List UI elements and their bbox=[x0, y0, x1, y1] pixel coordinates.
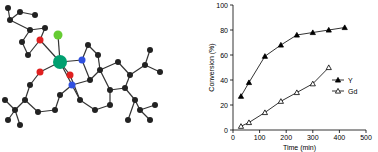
atom bbox=[137, 107, 143, 113]
x-tick-label: 400 bbox=[334, 134, 346, 141]
y-tick bbox=[230, 5, 233, 6]
legend-marker bbox=[335, 77, 340, 82]
point bbox=[294, 90, 299, 95]
atom bbox=[7, 17, 13, 23]
figure: 0 20 40 60 80 100 0 100 200 300 400 500 Time (min) Co… bbox=[0, 0, 378, 152]
point bbox=[326, 27, 331, 32]
point bbox=[310, 30, 315, 35]
x-tick bbox=[366, 130, 367, 133]
point bbox=[262, 54, 267, 59]
point bbox=[238, 124, 243, 129]
atom bbox=[147, 47, 153, 53]
x-tick bbox=[259, 130, 260, 133]
atom bbox=[107, 102, 113, 108]
x-tick bbox=[233, 130, 234, 133]
y-tick bbox=[230, 105, 233, 106]
bond bbox=[10, 20, 30, 30]
atom bbox=[85, 42, 91, 48]
x-tick-label: 200 bbox=[280, 134, 292, 141]
atom bbox=[35, 109, 41, 115]
atom bbox=[27, 82, 33, 88]
atom bbox=[125, 117, 131, 123]
atom bbox=[12, 107, 18, 113]
x-tick-label: 300 bbox=[307, 134, 319, 141]
y-tick-label: 20 bbox=[220, 102, 228, 109]
atom bbox=[5, 117, 11, 123]
atom bbox=[152, 102, 158, 108]
point bbox=[262, 110, 267, 115]
point bbox=[246, 80, 251, 85]
atom bbox=[67, 72, 74, 79]
x-tick-label: 100 bbox=[254, 134, 266, 141]
x-tick-label: 500 bbox=[360, 134, 372, 141]
atom bbox=[147, 117, 153, 123]
atom bbox=[107, 87, 113, 93]
x-axis-label: Time (min) bbox=[283, 144, 316, 152]
atom bbox=[52, 107, 58, 113]
y-tick bbox=[230, 80, 233, 81]
atom bbox=[37, 37, 44, 44]
legend-label: Gd bbox=[348, 88, 357, 95]
x-tick bbox=[339, 130, 340, 133]
series-line bbox=[241, 28, 345, 97]
plot-marks bbox=[238, 25, 347, 128]
atom bbox=[122, 85, 128, 91]
atom bbox=[22, 97, 28, 103]
y-axis-label: Conversion (%) bbox=[208, 43, 216, 91]
atom bbox=[132, 97, 138, 103]
atom bbox=[95, 52, 101, 58]
atom bbox=[142, 62, 148, 68]
y-tick bbox=[230, 30, 233, 31]
point bbox=[326, 65, 331, 70]
atom bbox=[42, 25, 48, 31]
point bbox=[278, 99, 283, 104]
atom bbox=[19, 39, 25, 45]
point bbox=[294, 32, 299, 37]
atom bbox=[17, 122, 23, 128]
x-tick bbox=[286, 130, 287, 133]
atom bbox=[69, 82, 76, 89]
y-tick-label: 0 bbox=[224, 127, 228, 134]
point bbox=[238, 94, 243, 99]
atom bbox=[53, 55, 67, 69]
x-tick-label: 0 bbox=[231, 134, 235, 141]
y-tick-label: 100 bbox=[216, 2, 228, 9]
atom bbox=[87, 77, 93, 83]
atom bbox=[127, 72, 133, 78]
bond bbox=[128, 100, 135, 120]
legend-label: Y bbox=[348, 77, 353, 84]
y-tick bbox=[230, 55, 233, 56]
atom bbox=[92, 107, 98, 113]
atom bbox=[157, 69, 163, 75]
y-tick-label: 60 bbox=[220, 52, 228, 59]
atom bbox=[57, 92, 63, 98]
point bbox=[246, 120, 251, 125]
x-axis bbox=[233, 130, 366, 131]
legend: Y Gd bbox=[332, 77, 357, 95]
y-tick bbox=[230, 130, 233, 131]
atom bbox=[32, 12, 38, 18]
atom bbox=[97, 67, 103, 73]
atom bbox=[77, 97, 83, 103]
series-line bbox=[241, 68, 329, 127]
atom bbox=[79, 57, 86, 64]
atom bbox=[2, 97, 8, 103]
atom bbox=[25, 52, 31, 58]
atom bbox=[17, 9, 23, 15]
point bbox=[310, 81, 315, 86]
x-tick bbox=[312, 130, 313, 133]
bond bbox=[100, 70, 110, 90]
atom bbox=[5, 5, 11, 11]
atom bbox=[27, 27, 33, 33]
atom bbox=[37, 69, 44, 76]
y-tick-label: 80 bbox=[220, 27, 228, 34]
y-axis bbox=[233, 5, 234, 130]
point bbox=[278, 42, 283, 47]
legend-marker bbox=[335, 88, 340, 93]
atom bbox=[115, 59, 121, 65]
atom bbox=[54, 31, 63, 40]
point bbox=[342, 25, 347, 30]
molecule bbox=[2, 5, 163, 128]
y-tick-label: 40 bbox=[220, 77, 228, 84]
